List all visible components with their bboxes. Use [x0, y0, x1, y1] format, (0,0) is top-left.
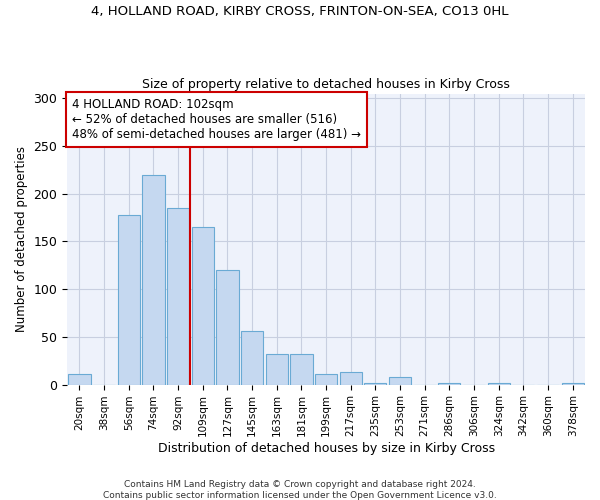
- Bar: [488, 382, 510, 384]
- Text: 4, HOLLAND ROAD, KIRBY CROSS, FRINTON-ON-SEA, CO13 0HL: 4, HOLLAND ROAD, KIRBY CROSS, FRINTON-ON…: [91, 5, 509, 18]
- Y-axis label: Number of detached properties: Number of detached properties: [15, 146, 28, 332]
- Text: 4 HOLLAND ROAD: 102sqm
← 52% of detached houses are smaller (516)
48% of semi-de: 4 HOLLAND ROAD: 102sqm ← 52% of detached…: [73, 98, 361, 141]
- Bar: [315, 374, 337, 384]
- Bar: [167, 208, 189, 384]
- X-axis label: Distribution of detached houses by size in Kirby Cross: Distribution of detached houses by size …: [158, 442, 494, 455]
- Bar: [389, 377, 411, 384]
- Bar: [266, 354, 288, 384]
- Bar: [68, 374, 91, 384]
- Bar: [562, 382, 584, 384]
- Bar: [217, 270, 239, 384]
- Bar: [142, 174, 164, 384]
- Text: Contains HM Land Registry data © Crown copyright and database right 2024.
Contai: Contains HM Land Registry data © Crown c…: [103, 480, 497, 500]
- Bar: [118, 214, 140, 384]
- Bar: [290, 354, 313, 384]
- Bar: [241, 331, 263, 384]
- Bar: [438, 382, 460, 384]
- Bar: [364, 382, 386, 384]
- Bar: [340, 372, 362, 384]
- Bar: [191, 227, 214, 384]
- Title: Size of property relative to detached houses in Kirby Cross: Size of property relative to detached ho…: [142, 78, 510, 91]
